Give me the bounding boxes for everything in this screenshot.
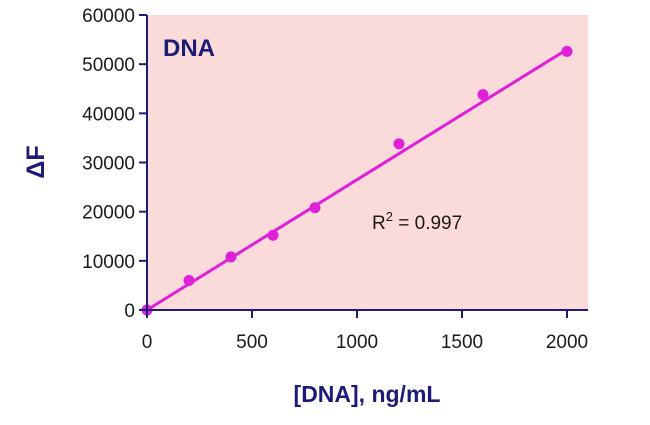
- y-tick-label: 10000: [82, 252, 135, 273]
- data-point: [225, 251, 237, 263]
- x-tick-label: 1000: [336, 332, 378, 353]
- x-tick-label: 2000: [546, 332, 588, 353]
- r-squared-prefix: R: [372, 213, 386, 234]
- x-tick-label: 1500: [441, 332, 483, 353]
- chart-title: DNA: [163, 35, 215, 62]
- data-point: [183, 275, 195, 286]
- y-tick-label: 30000: [82, 154, 135, 175]
- data-point: [477, 89, 489, 101]
- x-axis-title: [DNA], ng/mL: [294, 381, 441, 407]
- y-tick-label: 20000: [82, 203, 135, 224]
- plot-area: [147, 15, 588, 310]
- fit-line: [146, 48, 568, 312]
- data-point: [393, 138, 405, 150]
- r-squared-annotation: R2 = 0.997: [372, 209, 462, 234]
- data-point: [267, 229, 279, 241]
- y-tick-label: 0: [124, 301, 135, 322]
- y-axis-title: ΔF: [22, 145, 50, 178]
- data-point: [309, 202, 321, 214]
- r-squared-superscript: 2: [386, 209, 393, 224]
- data-point: [561, 45, 573, 57]
- y-tick-label: 40000: [82, 104, 135, 125]
- y-tick-label: 50000: [82, 55, 135, 76]
- x-tick-label: 500: [236, 332, 268, 353]
- x-tick-label: 0: [142, 332, 153, 353]
- r-squared-value: = 0.997: [393, 213, 462, 234]
- y-tick-label: 60000: [82, 6, 135, 27]
